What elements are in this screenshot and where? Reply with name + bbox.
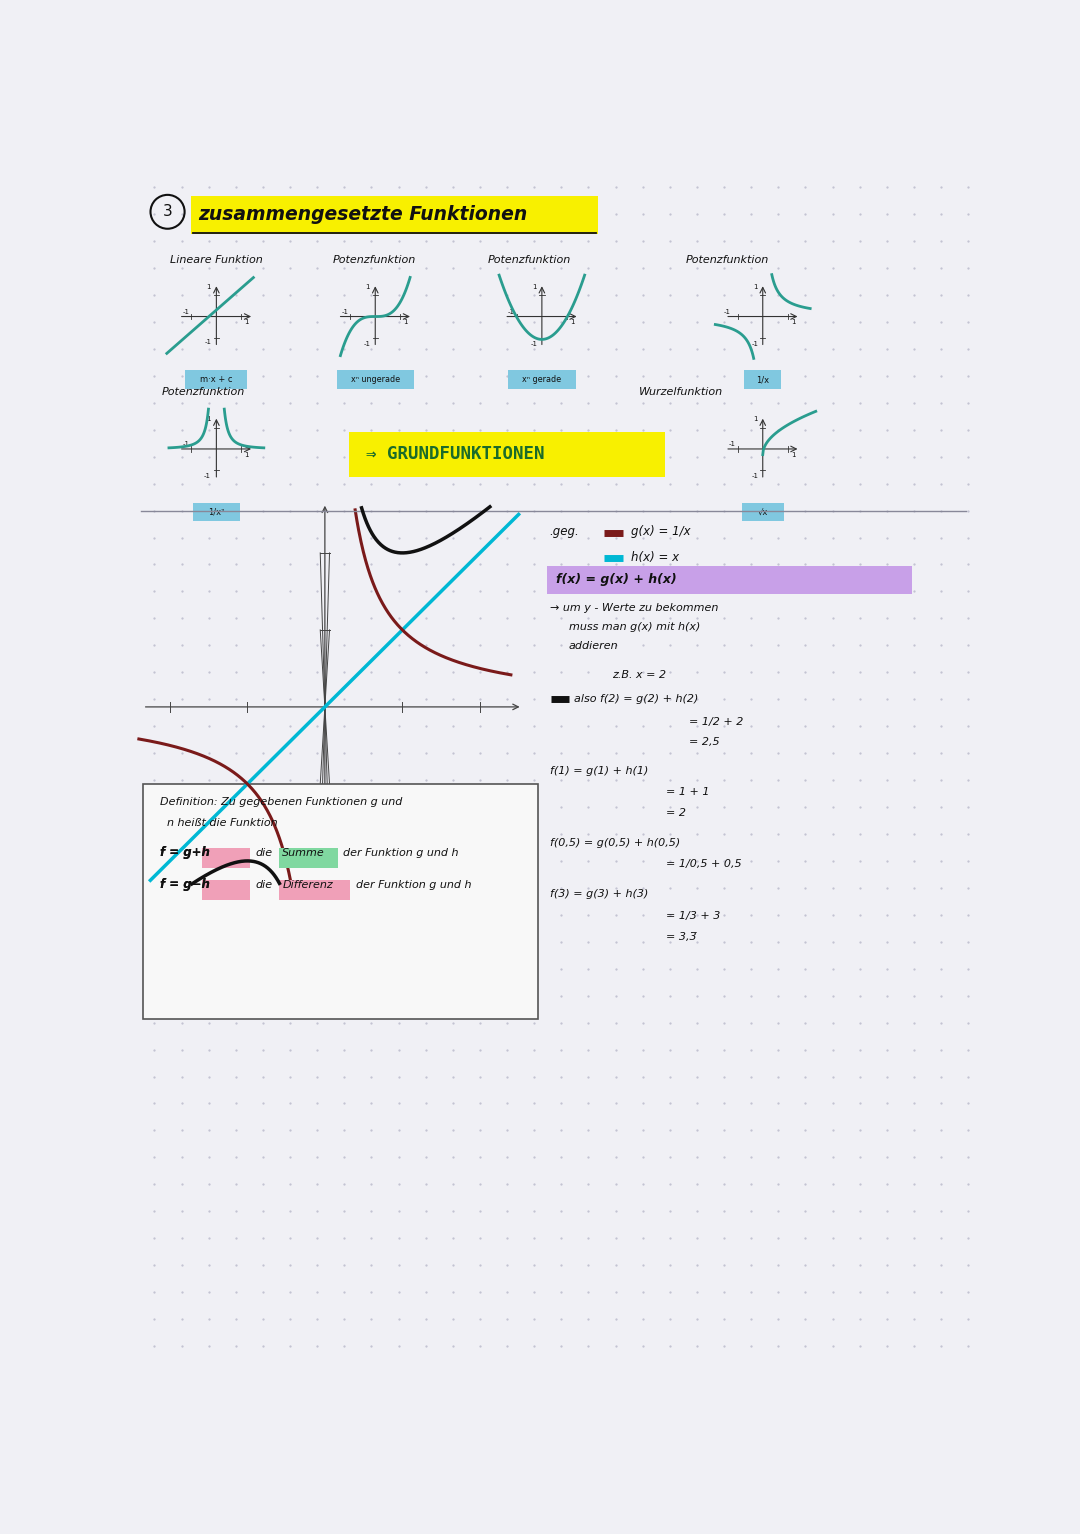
Text: -1: -1 bbox=[729, 442, 737, 448]
FancyBboxPatch shape bbox=[143, 784, 538, 1019]
Text: f(3) = g(3) + h(3): f(3) = g(3) + h(3) bbox=[550, 890, 648, 899]
Text: -1: -1 bbox=[183, 442, 190, 448]
Text: f = g−h: f = g−h bbox=[160, 877, 210, 891]
Text: n heißt die Funktion: n heißt die Funktion bbox=[160, 818, 278, 828]
Text: = 2,5: = 2,5 bbox=[689, 738, 719, 747]
Text: f(1) = g(1) + h(1): f(1) = g(1) + h(1) bbox=[550, 765, 648, 776]
Text: 1: 1 bbox=[791, 451, 795, 457]
Text: -1: -1 bbox=[530, 341, 538, 347]
Text: = 1 + 1: = 1 + 1 bbox=[666, 787, 710, 798]
Text: 1: 1 bbox=[403, 319, 408, 325]
Text: 1: 1 bbox=[244, 451, 248, 457]
Text: 1: 1 bbox=[753, 416, 757, 422]
Text: 1: 1 bbox=[753, 284, 757, 290]
Text: also f(2) = g(2) + h(2): also f(2) = g(2) + h(2) bbox=[575, 693, 699, 704]
FancyBboxPatch shape bbox=[191, 196, 598, 235]
Text: = 2: = 2 bbox=[666, 808, 686, 818]
Text: muss man g(x) mit h(x): muss man g(x) mit h(x) bbox=[569, 621, 700, 632]
Text: = 1/0,5 + 0,5: = 1/0,5 + 0,5 bbox=[666, 859, 742, 870]
Text: die: die bbox=[255, 881, 272, 890]
Text: ⇒ GRUNDFUNKTIONEN: ⇒ GRUNDFUNKTIONEN bbox=[366, 445, 544, 463]
Text: zusammengesetzte Funktionen: zusammengesetzte Funktionen bbox=[199, 206, 528, 224]
Text: √x: √x bbox=[757, 508, 768, 517]
Text: 1/x: 1/x bbox=[756, 376, 769, 384]
Text: m·x + c: m·x + c bbox=[200, 376, 232, 384]
Text: Potenzfunktion: Potenzfunktion bbox=[333, 255, 416, 265]
Text: f(x) = g(x) + h(x): f(x) = g(x) + h(x) bbox=[556, 574, 676, 586]
Text: 1: 1 bbox=[206, 416, 211, 422]
FancyBboxPatch shape bbox=[349, 433, 665, 477]
FancyBboxPatch shape bbox=[279, 848, 338, 868]
Text: f = g+h: f = g+h bbox=[160, 845, 210, 859]
Text: Potenzfunktion: Potenzfunktion bbox=[162, 387, 245, 397]
FancyBboxPatch shape bbox=[744, 370, 781, 390]
FancyBboxPatch shape bbox=[742, 503, 784, 522]
Text: -1: -1 bbox=[752, 341, 758, 347]
Text: -1: -1 bbox=[183, 308, 190, 314]
FancyBboxPatch shape bbox=[508, 370, 576, 390]
Text: -1: -1 bbox=[205, 339, 212, 345]
Text: 1/x²: 1/x² bbox=[208, 508, 225, 517]
FancyBboxPatch shape bbox=[193, 503, 240, 522]
Text: -1: -1 bbox=[364, 341, 372, 347]
Text: 1: 1 bbox=[244, 319, 248, 325]
Text: 3: 3 bbox=[163, 204, 173, 219]
Text: -1: -1 bbox=[341, 308, 349, 314]
Text: der Funktion g und h: der Funktion g und h bbox=[356, 881, 471, 890]
Text: .geg.: .geg. bbox=[550, 525, 579, 538]
Text: = 1/2 + 2: = 1/2 + 2 bbox=[689, 716, 743, 727]
Text: Summe: Summe bbox=[282, 847, 325, 858]
Text: Potenzfunktion: Potenzfunktion bbox=[488, 255, 571, 265]
FancyBboxPatch shape bbox=[202, 881, 249, 900]
FancyBboxPatch shape bbox=[337, 370, 414, 390]
Text: → um y - Werte zu bekommen: → um y - Werte zu bekommen bbox=[550, 603, 718, 612]
Text: g(x) = 1/x: g(x) = 1/x bbox=[631, 525, 690, 538]
Text: -1: -1 bbox=[509, 308, 515, 314]
Text: f(0,5) = g(0,5) + h(0,5): f(0,5) = g(0,5) + h(0,5) bbox=[550, 838, 680, 847]
FancyBboxPatch shape bbox=[202, 848, 249, 868]
Text: 1: 1 bbox=[570, 319, 575, 325]
FancyBboxPatch shape bbox=[279, 881, 350, 900]
Text: 1: 1 bbox=[365, 284, 369, 290]
Text: der Funktion g und h: der Funktion g und h bbox=[342, 847, 458, 858]
Text: 1: 1 bbox=[206, 284, 211, 290]
Text: addieren: addieren bbox=[569, 641, 619, 650]
Text: f = g+h: f = g+h bbox=[160, 845, 210, 859]
FancyBboxPatch shape bbox=[186, 370, 247, 390]
Text: -1: -1 bbox=[203, 472, 211, 479]
Text: -1: -1 bbox=[752, 472, 758, 479]
Text: = 3,3̅: = 3,3̅ bbox=[666, 933, 697, 942]
Text: = 1/3 + 3: = 1/3 + 3 bbox=[666, 911, 720, 920]
Text: 1: 1 bbox=[791, 319, 795, 325]
Text: Potenzfunktion: Potenzfunktion bbox=[685, 255, 769, 265]
Text: xⁿ gerade: xⁿ gerade bbox=[523, 376, 562, 384]
Text: h(x) = x: h(x) = x bbox=[631, 551, 679, 563]
Text: -1: -1 bbox=[724, 308, 730, 314]
Text: die: die bbox=[255, 847, 272, 858]
Text: xⁿ ungerade: xⁿ ungerade bbox=[351, 376, 400, 384]
Text: Definition: Zu gegebenen Funktionen g und: Definition: Zu gegebenen Funktionen g un… bbox=[160, 796, 402, 807]
Text: Differenz: Differenz bbox=[282, 881, 333, 890]
FancyBboxPatch shape bbox=[548, 566, 913, 594]
Text: z.B. x = 2: z.B. x = 2 bbox=[611, 670, 665, 681]
Text: 1: 1 bbox=[531, 284, 537, 290]
Text: f = g−h: f = g−h bbox=[160, 877, 210, 891]
Text: Lineare Funktion: Lineare Funktion bbox=[170, 255, 262, 265]
Text: Wurzelfunktion: Wurzelfunktion bbox=[638, 387, 723, 397]
